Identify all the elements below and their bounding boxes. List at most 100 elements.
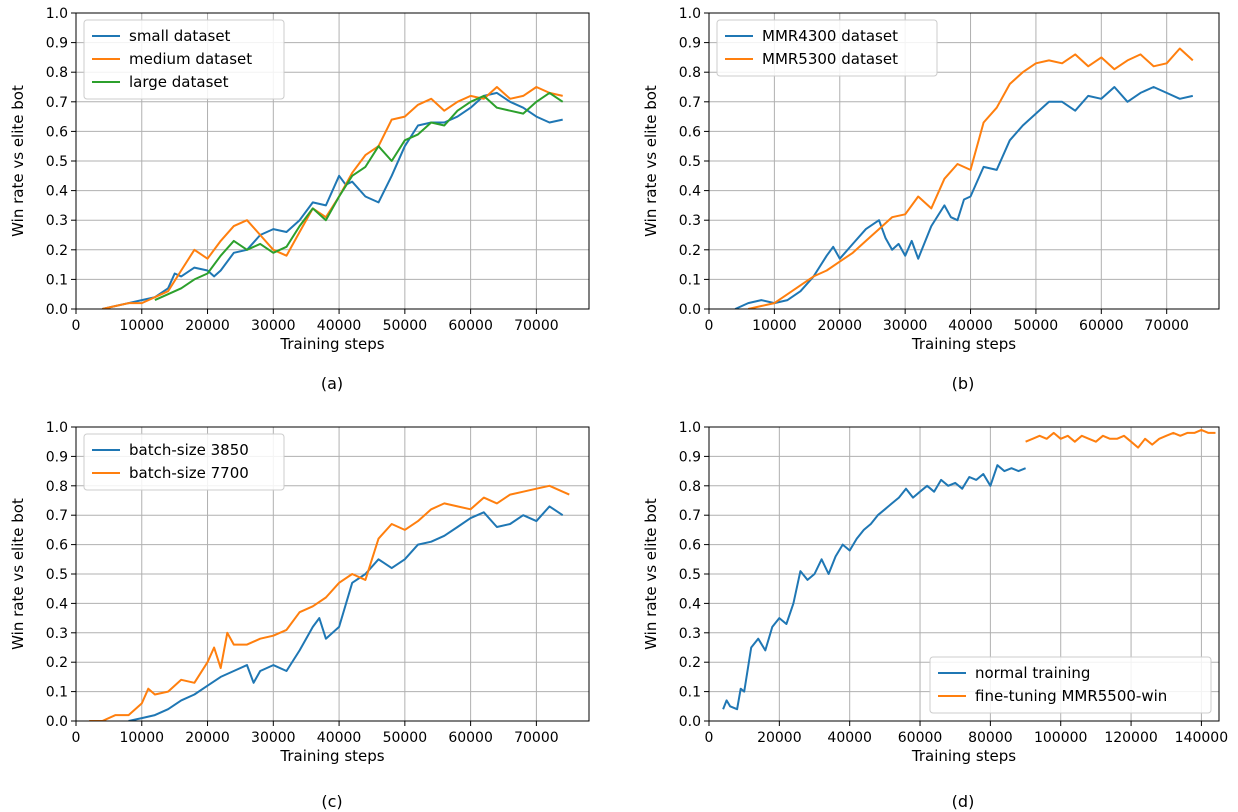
legend: small dataset medium dataset large dataset xyxy=(83,19,285,100)
y-tick-label: 0.2 xyxy=(679,655,701,671)
x-tick-label: 0 xyxy=(72,730,81,746)
legend-entry: batch-size 3850 xyxy=(129,441,249,459)
x-tick-label: 70000 xyxy=(1144,318,1189,334)
y-tick-label: 0.2 xyxy=(46,243,68,259)
x-tick-label: 40000 xyxy=(317,318,362,334)
y-tick-label: 0.6 xyxy=(679,538,701,554)
x-tick-label: 40000 xyxy=(827,730,872,746)
y-tick-label: 0.1 xyxy=(679,685,701,701)
y-tick-label: 0.5 xyxy=(679,154,701,170)
y-tick-label: 0.9 xyxy=(679,36,701,52)
chart-panel-b: 0 10000 20000 30000 40000 50000 60000 70000 0.0 0… xyxy=(642,6,1220,393)
x-tick-label: 20000 xyxy=(757,730,802,746)
x-tick-label: 50000 xyxy=(383,730,428,746)
legend-entry: small dataset xyxy=(129,27,231,45)
legend-box xyxy=(716,19,938,77)
legend-entry: normal training xyxy=(975,664,1090,682)
y-tick-label: 0.6 xyxy=(679,124,701,140)
y-tick-label: 0.3 xyxy=(46,213,68,229)
y-tick-label: 0.4 xyxy=(46,596,68,612)
x-tick-label: 60000 xyxy=(448,318,493,334)
y-tick-label: 1.0 xyxy=(679,420,701,436)
legend-box xyxy=(83,19,285,100)
y-tick-label: 0.9 xyxy=(46,36,68,52)
x-tick-label: 50000 xyxy=(383,318,428,334)
legend-box xyxy=(83,433,285,491)
x-tick-label: 60000 xyxy=(898,730,943,746)
x-tick-label: 60000 xyxy=(1079,318,1124,334)
x-tick-label: 20000 xyxy=(817,318,862,334)
y-tick-label: 0.2 xyxy=(46,655,68,671)
legend-entry: MMR4300 dataset xyxy=(762,27,898,45)
x-tick-label: 20000 xyxy=(185,730,230,746)
y-tick-label: 0.8 xyxy=(679,65,701,81)
x-tick-label: 120000 xyxy=(1104,730,1157,746)
x-tick-label: 0 xyxy=(705,730,714,746)
y-tick-label: 0.0 xyxy=(679,714,701,730)
y-tick-label: 0.4 xyxy=(679,184,701,200)
x-axis-label: Training steps xyxy=(279,335,384,353)
y-tick-label: 0.1 xyxy=(679,272,701,288)
y-tick-label: 0.1 xyxy=(46,272,68,288)
y-tick-label: 0.8 xyxy=(679,479,701,495)
x-tick-label: 0 xyxy=(72,318,81,334)
y-axis-label: Win rate vs elite bot xyxy=(642,498,660,650)
legend-entry: batch-size 7700 xyxy=(129,464,249,482)
x-tick-label: 20000 xyxy=(185,318,230,334)
y-tick-label: 0.8 xyxy=(46,479,68,495)
y-tick-label: 0.4 xyxy=(46,184,68,200)
chart-panel-d: 0 20000 40000 60000 80000 100000 120000 140000 0… xyxy=(642,420,1228,811)
x-tick-label: 40000 xyxy=(317,730,362,746)
x-tick-label: 30000 xyxy=(251,318,296,334)
x-tick-label: 30000 xyxy=(251,730,296,746)
legend: normal training fine-tuning MMR5500-win xyxy=(929,656,1212,714)
legend-entry: large dataset xyxy=(129,73,229,91)
legend: MMR4300 dataset MMR5300 dataset xyxy=(716,19,938,77)
y-tick-label: 0.3 xyxy=(679,626,701,642)
y-tick-label: 1.0 xyxy=(46,6,68,22)
y-tick-label: 0.1 xyxy=(46,685,68,701)
y-tick-label: 0.5 xyxy=(679,567,701,583)
x-axis-label: Training steps xyxy=(911,335,1016,353)
y-tick-label: 0.9 xyxy=(679,449,701,465)
series-line-2 xyxy=(102,86,563,309)
y-tick-label: 0.3 xyxy=(46,626,68,642)
x-tick-label: 70000 xyxy=(514,730,559,746)
x-tick-label: 50000 xyxy=(1014,318,1059,334)
series-line-1 xyxy=(128,505,564,721)
legend-entry: medium dataset xyxy=(129,50,252,68)
series-line-3 xyxy=(154,91,564,302)
y-tick-label: 0.6 xyxy=(46,538,68,554)
y-tick-label: 0.5 xyxy=(46,154,68,170)
x-axis-label: Training steps xyxy=(911,747,1016,765)
legend-box xyxy=(929,656,1212,714)
series-line-1 xyxy=(734,86,1194,309)
panel-caption: (c) xyxy=(321,792,342,811)
x-tick-label: 0 xyxy=(705,318,714,334)
y-tick-label: 0.7 xyxy=(46,95,68,111)
y-tick-label: 0.0 xyxy=(46,302,68,318)
chart-panel-c: 0 10000 20000 30000 40000 50000 60000 70000 0.0 0… xyxy=(9,420,590,811)
y-tick-label: 0.6 xyxy=(46,124,68,140)
x-tick-label: 80000 xyxy=(968,730,1013,746)
series-line-1 xyxy=(102,91,563,309)
x-tick-label: 70000 xyxy=(514,318,559,334)
x-tick-label: 100000 xyxy=(1034,730,1087,746)
y-axis-label: Win rate vs elite bot xyxy=(642,85,660,237)
legend: batch-size 3850 batch-size 7700 xyxy=(83,433,285,491)
legend-entry: fine-tuning MMR5500-win xyxy=(975,687,1167,705)
y-tick-label: 1.0 xyxy=(679,6,701,22)
y-tick-label: 0.5 xyxy=(46,567,68,583)
x-tick-label: 10000 xyxy=(119,730,164,746)
x-axis-label: Training steps xyxy=(279,747,384,765)
y-tick-label: 0.3 xyxy=(679,213,701,229)
series-line-2 xyxy=(1025,428,1216,449)
y-tick-label: 0.7 xyxy=(679,508,701,524)
panel-caption: (d) xyxy=(952,792,975,811)
panel-caption: (b) xyxy=(952,374,975,393)
y-tick-label: 0.2 xyxy=(679,243,701,259)
x-tick-label: 10000 xyxy=(752,318,797,334)
y-tick-label: 0.9 xyxy=(46,449,68,465)
series-line-2 xyxy=(89,484,570,721)
